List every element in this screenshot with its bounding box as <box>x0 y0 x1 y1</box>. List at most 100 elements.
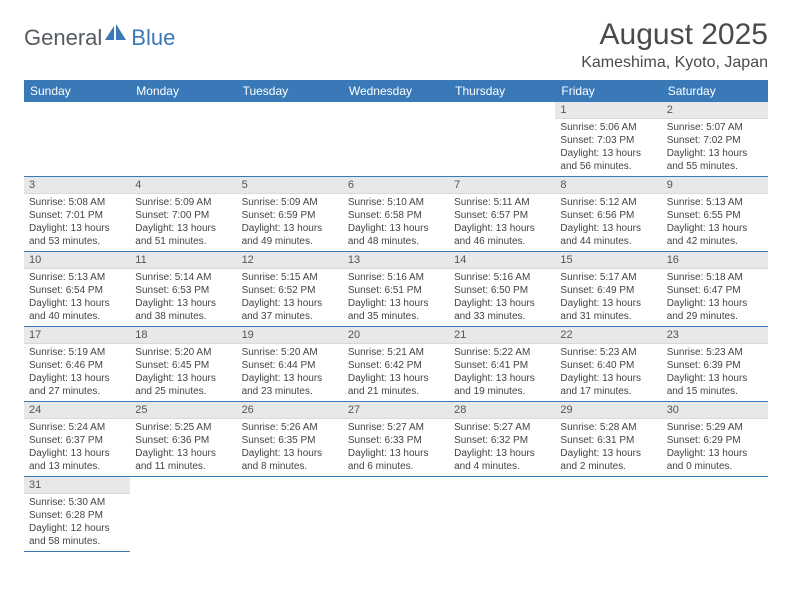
day-details: Sunrise: 5:18 AMSunset: 6:47 PMDaylight:… <box>662 269 768 326</box>
calendar-day-cell: 26Sunrise: 5:26 AMSunset: 6:35 PMDayligh… <box>237 402 343 477</box>
sunset-line: Sunset: 6:53 PM <box>135 284 231 297</box>
sunset-line: Sunset: 6:33 PM <box>348 434 444 447</box>
sunrise-line: Sunrise: 5:23 AM <box>667 346 763 359</box>
daylight-line: Daylight: 13 hours and 46 minutes. <box>454 222 550 248</box>
daylight-line: Daylight: 13 hours and 21 minutes. <box>348 372 444 398</box>
calendar-day-cell <box>237 477 343 552</box>
sunrise-line: Sunrise: 5:09 AM <box>135 196 231 209</box>
sunrise-line: Sunrise: 5:13 AM <box>667 196 763 209</box>
daylight-line: Daylight: 13 hours and 37 minutes. <box>242 297 338 323</box>
sunset-line: Sunset: 6:57 PM <box>454 209 550 222</box>
daylight-line: Daylight: 13 hours and 2 minutes. <box>560 447 656 473</box>
sunrise-line: Sunrise: 5:30 AM <box>29 496 125 509</box>
daylight-line: Daylight: 12 hours and 58 minutes. <box>29 522 125 548</box>
daylight-line: Daylight: 13 hours and 15 minutes. <box>667 372 763 398</box>
sunrise-line: Sunrise: 5:28 AM <box>560 421 656 434</box>
sunrise-line: Sunrise: 5:27 AM <box>454 421 550 434</box>
sunrise-line: Sunrise: 5:08 AM <box>29 196 125 209</box>
calendar-day-cell: 2Sunrise: 5:07 AMSunset: 7:02 PMDaylight… <box>662 102 768 177</box>
weekday-header: Tuesday <box>237 80 343 102</box>
daylight-line: Daylight: 13 hours and 19 minutes. <box>454 372 550 398</box>
day-number: 7 <box>449 177 555 194</box>
day-details: Sunrise: 5:13 AMSunset: 6:54 PMDaylight:… <box>24 269 130 326</box>
day-number: 15 <box>555 252 661 269</box>
sunset-line: Sunset: 7:01 PM <box>29 209 125 222</box>
weekday-header: Saturday <box>662 80 768 102</box>
daylight-line: Daylight: 13 hours and 49 minutes. <box>242 222 338 248</box>
page-header: General Blue August 2025 Kameshima, Kyot… <box>24 18 768 72</box>
day-details: Sunrise: 5:11 AMSunset: 6:57 PMDaylight:… <box>449 194 555 251</box>
day-number: 8 <box>555 177 661 194</box>
calendar-day-cell <box>662 477 768 552</box>
calendar-day-cell: 11Sunrise: 5:14 AMSunset: 6:53 PMDayligh… <box>130 252 236 327</box>
day-details: Sunrise: 5:26 AMSunset: 6:35 PMDaylight:… <box>237 419 343 476</box>
day-details: Sunrise: 5:12 AMSunset: 6:56 PMDaylight:… <box>555 194 661 251</box>
calendar-day-cell: 28Sunrise: 5:27 AMSunset: 6:32 PMDayligh… <box>449 402 555 477</box>
calendar-week-row: 3Sunrise: 5:08 AMSunset: 7:01 PMDaylight… <box>24 177 768 252</box>
calendar-day-cell <box>449 477 555 552</box>
weekday-header: Monday <box>130 80 236 102</box>
calendar-day-cell: 21Sunrise: 5:22 AMSunset: 6:41 PMDayligh… <box>449 327 555 402</box>
sunrise-line: Sunrise: 5:24 AM <box>29 421 125 434</box>
daylight-line: Daylight: 13 hours and 0 minutes. <box>667 447 763 473</box>
calendar-day-cell: 8Sunrise: 5:12 AMSunset: 6:56 PMDaylight… <box>555 177 661 252</box>
daylight-line: Daylight: 13 hours and 33 minutes. <box>454 297 550 323</box>
day-details: Sunrise: 5:27 AMSunset: 6:32 PMDaylight:… <box>449 419 555 476</box>
calendar-day-cell <box>130 477 236 552</box>
sunrise-line: Sunrise: 5:16 AM <box>454 271 550 284</box>
calendar-day-cell: 1Sunrise: 5:06 AMSunset: 7:03 PMDaylight… <box>555 102 661 177</box>
sunrise-line: Sunrise: 5:22 AM <box>454 346 550 359</box>
daylight-line: Daylight: 13 hours and 42 minutes. <box>667 222 763 248</box>
day-number: 1 <box>555 102 661 119</box>
calendar-table: Sunday Monday Tuesday Wednesday Thursday… <box>24 80 768 552</box>
calendar-day-cell: 4Sunrise: 5:09 AMSunset: 7:00 PMDaylight… <box>130 177 236 252</box>
sunrise-line: Sunrise: 5:10 AM <box>348 196 444 209</box>
calendar-day-cell: 24 Sunrise: 5:24 AMSunset: 6:37 PMDayligh… <box>24 402 130 477</box>
daylight-line: Daylight: 13 hours and 8 minutes. <box>242 447 338 473</box>
daylight-line: Daylight: 13 hours and 44 minutes. <box>560 222 656 248</box>
calendar-day-cell: 6Sunrise: 5:10 AMSunset: 6:58 PMDaylight… <box>343 177 449 252</box>
sunset-line: Sunset: 6:37 PM <box>29 434 125 447</box>
calendar-day-cell: 7Sunrise: 5:11 AMSunset: 6:57 PMDaylight… <box>449 177 555 252</box>
sunset-line: Sunset: 6:49 PM <box>560 284 656 297</box>
calendar-day-cell: 5Sunrise: 5:09 AMSunset: 6:59 PMDaylight… <box>237 177 343 252</box>
sunrise-line: Sunrise: 5:06 AM <box>560 121 656 134</box>
weekday-header: Sunday <box>24 80 130 102</box>
sunrise-line: Sunrise: 5:09 AM <box>242 196 338 209</box>
day-details: Sunrise: 5:06 AMSunset: 7:03 PMDaylight:… <box>555 119 661 176</box>
calendar-day-cell: 25Sunrise: 5:25 AMSunset: 6:36 PMDayligh… <box>130 402 236 477</box>
day-number: 31 <box>24 477 130 494</box>
sunrise-line: Sunrise: 5:21 AM <box>348 346 444 359</box>
day-details: Sunrise: 5:29 AMSunset: 6:29 PMDaylight:… <box>662 419 768 476</box>
calendar-day-cell: 19Sunrise: 5:20 AMSunset: 6:44 PMDayligh… <box>237 327 343 402</box>
day-number: 6 <box>343 177 449 194</box>
sunset-line: Sunset: 6:32 PM <box>454 434 550 447</box>
logo-text-blue: Blue <box>131 25 175 51</box>
day-number: 21 <box>449 327 555 344</box>
calendar-week-row: 10Sunrise: 5:13 AMSunset: 6:54 PMDayligh… <box>24 252 768 327</box>
calendar-day-cell: 15Sunrise: 5:17 AMSunset: 6:49 PMDayligh… <box>555 252 661 327</box>
day-number: 24 <box>24 402 130 419</box>
day-details: Sunrise: 5:23 AMSunset: 6:40 PMDaylight:… <box>555 344 661 401</box>
day-number: 2 <box>662 102 768 119</box>
day-number: 20 <box>343 327 449 344</box>
daylight-line: Daylight: 13 hours and 11 minutes. <box>135 447 231 473</box>
sunrise-line: Sunrise: 5:25 AM <box>135 421 231 434</box>
sunset-line: Sunset: 6:51 PM <box>348 284 444 297</box>
day-details: Sunrise: 5:27 AMSunset: 6:33 PMDaylight:… <box>343 419 449 476</box>
daylight-line: Daylight: 13 hours and 13 minutes. <box>29 447 125 473</box>
daylight-line: Daylight: 13 hours and 55 minutes. <box>667 147 763 173</box>
day-number: 28 <box>449 402 555 419</box>
day-number: 23 <box>662 327 768 344</box>
calendar-day-cell <box>343 102 449 177</box>
daylight-line: Daylight: 13 hours and 48 minutes. <box>348 222 444 248</box>
day-number: 19 <box>237 327 343 344</box>
month-title: August 2025 <box>581 18 768 52</box>
sunset-line: Sunset: 6:47 PM <box>667 284 763 297</box>
sunrise-line: Sunrise: 5:07 AM <box>667 121 763 134</box>
sunrise-line: Sunrise: 5:26 AM <box>242 421 338 434</box>
day-details: Sunrise: 5:28 AMSunset: 6:31 PMDaylight:… <box>555 419 661 476</box>
calendar-day-cell <box>555 477 661 552</box>
sunrise-line: Sunrise: 5:17 AM <box>560 271 656 284</box>
calendar-day-cell: 9Sunrise: 5:13 AMSunset: 6:55 PMDaylight… <box>662 177 768 252</box>
